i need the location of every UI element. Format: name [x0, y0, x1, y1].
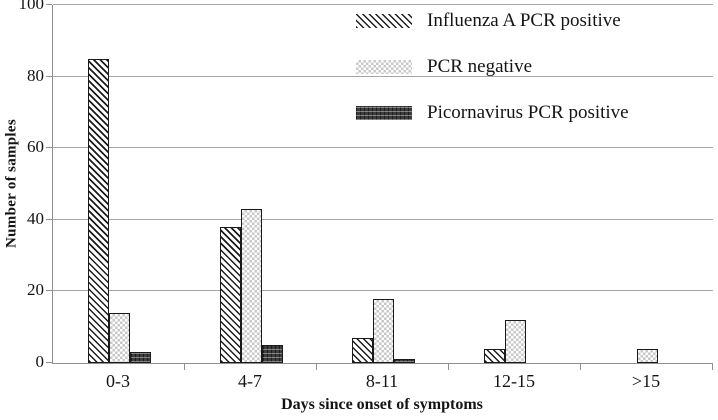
bar-pcr-negative-4-7 — [241, 209, 262, 363]
bar-pcr-negative-12-15 — [505, 320, 526, 363]
x-axis-tick-5 — [712, 364, 713, 370]
y-axis-tick-60 — [46, 147, 52, 148]
x-axis-tick-3 — [448, 364, 449, 370]
legend: Influenza A PCR positive PCR negative Pico… — [356, 9, 629, 147]
bar-influenza-a-pcr-positive-4-7 — [220, 227, 241, 363]
gridline-y-60 — [53, 147, 713, 148]
legend-item-influenza-a-pcr-positive: Influenza A PCR positive — [356, 9, 629, 33]
gridline-y-100 — [53, 4, 713, 5]
bar-pcr-negative-0-3 — [109, 313, 130, 363]
legend-swatch-pcr-negative — [356, 60, 412, 74]
x-tick-label-4-7: 4-7 — [238, 371, 262, 391]
x-axis-title: Days since onset of symptoms — [281, 396, 483, 413]
y-tick-label-0: 0 — [35, 352, 45, 371]
legend-label-picornavirus-pcr-positive: Picornavirus PCR positive — [427, 102, 629, 123]
legend-swatch-picornavirus-pcr-positive — [356, 106, 412, 120]
legend-item-pcr-negative: PCR negative — [356, 55, 629, 79]
y-axis-tick-20 — [46, 290, 52, 291]
legend-label-pcr-negative: PCR negative — [427, 56, 533, 77]
x-axis-tick-2 — [316, 364, 317, 370]
y-axis-tick-80 — [46, 76, 52, 77]
bar-influenza-a-pcr-positive-12-15 — [484, 349, 505, 363]
x-tick-label-8-11: 8-11 — [365, 371, 399, 391]
x-tick-label-15: >15 — [631, 371, 661, 391]
legend-item-picornavirus-pcr-positive: Picornavirus PCR positive — [356, 101, 629, 125]
bar-picornavirus-pcr-positive-0-3 — [130, 352, 151, 363]
bar-influenza-a-pcr-positive-8-11 — [352, 338, 373, 363]
x-tick-label-0-3: 0-3 — [106, 371, 130, 391]
y-tick-label-60: 60 — [27, 137, 44, 156]
x-axis-tick-4 — [580, 364, 581, 370]
y-tick-label-20: 20 — [27, 280, 44, 299]
bar-pcr-negative-8-11 — [373, 299, 394, 363]
plot-area: 0 20 40 60 80 100 — [19, 0, 713, 371]
y-axis-tick-40 — [46, 219, 52, 220]
x-tick-label-12-15: 12-15 — [493, 371, 535, 391]
bar-picornavirus-pcr-positive-8-11 — [394, 359, 415, 363]
y-tick-label-40: 40 — [27, 209, 44, 228]
y-axis-tick-100 — [46, 4, 52, 5]
y-tick-label-100: 100 — [18, 0, 45, 13]
bar-picornavirus-pcr-positive-4-7 — [262, 345, 283, 363]
gridline-y-80 — [53, 76, 713, 77]
bar-influenza-a-pcr-positive-0-3 — [88, 59, 109, 363]
gridline-y-40 — [53, 219, 713, 220]
bar-pcr-negative-15 — [637, 349, 658, 363]
y-tick-label-80: 80 — [27, 66, 44, 85]
y-axis-title: Number of samples — [3, 119, 20, 249]
y-axis-tick-0 — [46, 362, 52, 363]
legend-swatch-influenza-a-pcr-positive — [356, 14, 412, 28]
gridline-y-20 — [53, 290, 713, 291]
legend-label-influenza-a-pcr-positive: Influenza A PCR positive — [427, 10, 621, 31]
x-axis-tick-1 — [184, 364, 185, 370]
